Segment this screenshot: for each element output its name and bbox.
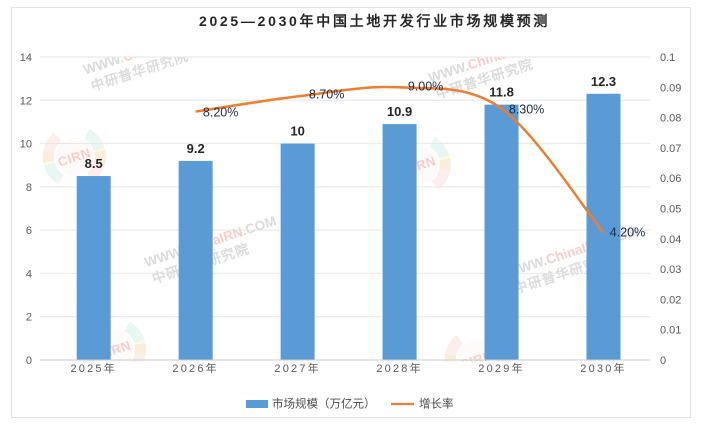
svg-text:8.5: 8.5	[85, 156, 103, 171]
svg-text:0.05: 0.05	[660, 204, 681, 216]
svg-text:0.03: 0.03	[660, 264, 681, 276]
svg-text:2028年: 2028年	[376, 361, 422, 375]
svg-text:0.04: 0.04	[660, 234, 681, 246]
svg-text:0.06: 0.06	[660, 173, 681, 185]
svg-text:2025年: 2025年	[70, 361, 116, 375]
svg-text:12.3: 12.3	[591, 74, 616, 89]
svg-text:8: 8	[26, 182, 32, 194]
svg-text:0.09: 0.09	[660, 82, 681, 94]
svg-text:0.08: 0.08	[660, 113, 681, 125]
svg-text:11.8: 11.8	[489, 85, 514, 100]
svg-text:4.20%: 4.20%	[610, 226, 645, 240]
svg-text:6: 6	[26, 225, 32, 237]
svg-text:2: 2	[26, 312, 32, 324]
svg-text:8.20%: 8.20%	[203, 106, 238, 120]
svg-text:10: 10	[290, 124, 304, 139]
svg-text:0.07: 0.07	[660, 143, 681, 155]
svg-text:12: 12	[20, 95, 32, 107]
svg-text:8.70%: 8.70%	[309, 87, 344, 101]
svg-text:2029年: 2029年	[478, 361, 524, 375]
svg-text:10.9: 10.9	[387, 104, 412, 119]
svg-text:9.2: 9.2	[187, 141, 205, 156]
svg-text:14: 14	[20, 52, 32, 64]
svg-text:9.00%: 9.00%	[408, 79, 443, 93]
svg-text:市场规模（万亿元）: 市场规模（万亿元）	[272, 397, 376, 411]
svg-text:2027年: 2027年	[274, 361, 320, 375]
svg-text:增长率: 增长率	[419, 397, 454, 411]
svg-text:0.1: 0.1	[660, 52, 675, 64]
svg-text:0.01: 0.01	[660, 325, 681, 337]
svg-text:4: 4	[26, 268, 32, 280]
svg-text:10: 10	[20, 139, 32, 151]
svg-text:0: 0	[26, 355, 32, 367]
svg-text:2026年: 2026年	[172, 361, 218, 375]
svg-text:2030年: 2030年	[580, 361, 626, 375]
svg-text:8.30%: 8.30%	[509, 103, 544, 117]
svg-text:0: 0	[660, 355, 666, 367]
svg-text:0.02: 0.02	[660, 294, 681, 306]
